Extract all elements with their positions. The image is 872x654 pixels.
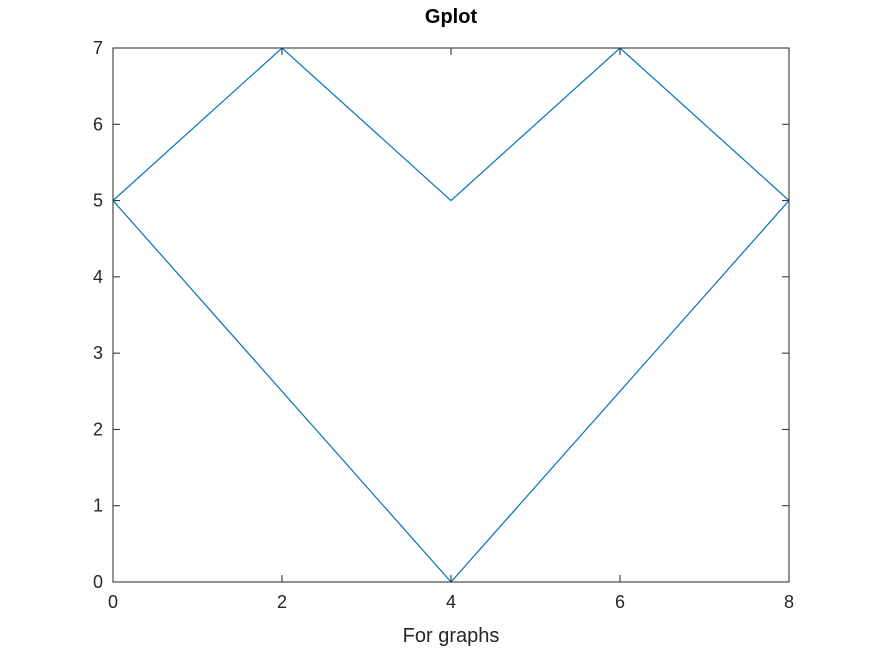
y-tick-label: 1 [93, 496, 103, 516]
y-tick-label: 2 [93, 419, 103, 439]
x-tick-label: 0 [108, 592, 118, 612]
plot-area [113, 48, 789, 582]
y-tick-label: 3 [93, 343, 103, 363]
y-tick-label: 5 [93, 191, 103, 211]
chart-title: Gplot [425, 6, 478, 28]
y-tick-label: 0 [93, 572, 103, 592]
axes-box [112, 47, 790, 583]
y-tick-label: 4 [93, 267, 103, 287]
x-tick-label: 8 [784, 592, 794, 612]
x-tick-label: 2 [277, 592, 287, 612]
y-tick-label: 6 [93, 114, 103, 134]
x-tick-label: 4 [446, 592, 456, 612]
x-axis-label: For graphs [403, 625, 500, 647]
tick-labels: 0 2 4 6 8 0 1 2 3 4 5 6 7 [93, 38, 794, 612]
x-tick-label: 6 [615, 592, 625, 612]
y-tick-label: 7 [93, 38, 103, 58]
